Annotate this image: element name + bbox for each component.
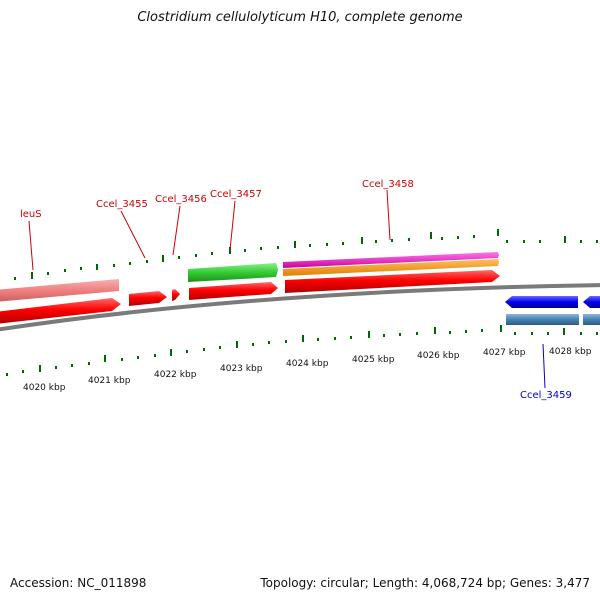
genome-stats-text: Topology: circular; Length: 4,068,724 bp… — [260, 576, 590, 590]
gene-ccel-3457-outer[interactable] — [188, 263, 278, 282]
gene-leuS-outer[interactable] — [0, 279, 119, 302]
kbp-label: 4025 kbp — [352, 355, 395, 365]
kbp-label: 4027 kbp — [483, 348, 526, 358]
gene-label-ccel-3457[interactable]: Ccel_3457 — [210, 189, 262, 200]
kbp-labels: 4020 kbp 4021 kbp 4022 kbp 4023 kbp 4024… — [23, 347, 592, 393]
kbp-label: 4024 kbp — [286, 359, 329, 369]
kbp-label: 4028 kbp — [549, 347, 592, 357]
kbp-label: 4023 kbp — [220, 364, 263, 374]
gene-label-leuS[interactable]: leuS — [20, 209, 42, 220]
gene-ccel-3459-inner[interactable] — [506, 314, 579, 325]
map-title: Clostridium cellulolyticum H10, complete… — [137, 10, 463, 25]
inner-tick-ring — [6, 325, 598, 376]
cds-ccel-3456[interactable] — [172, 289, 180, 301]
gene-labels: leuS Ccel_3455 Ccel_3456 Ccel_3457 Ccel_… — [20, 179, 572, 401]
cds-ccel-3458[interactable] — [285, 270, 500, 293]
gene-next-inner[interactable] — [583, 314, 600, 325]
gene-ccel-3458-outer-2[interactable] — [283, 259, 499, 276]
genome-backbone — [0, 283, 600, 332]
cds-track-reverse — [505, 296, 600, 325]
gene-ccel-3458-outer[interactable] — [283, 252, 499, 268]
kbp-label: 4022 kbp — [154, 370, 197, 380]
kbp-label: 4021 kbp — [88, 376, 131, 386]
gene-label-ccel-3458[interactable]: Ccel_3458 — [362, 179, 414, 190]
cds-ccel-3457[interactable] — [189, 282, 278, 300]
cds-track-forward — [0, 270, 500, 324]
kbp-label: 4020 kbp — [23, 383, 66, 393]
accession-text: Accession: NC_011898 — [10, 576, 147, 590]
gene-track-outer — [0, 252, 499, 302]
outer-tick-ring — [14, 229, 598, 280]
cds-next-reverse[interactable] — [583, 296, 600, 308]
label-leaders — [28, 189, 546, 389]
gene-label-ccel-3456[interactable]: Ccel_3456 — [155, 194, 207, 205]
kbp-label: 4026 kbp — [417, 351, 460, 361]
gene-label-ccel-3459[interactable]: Ccel_3459 — [520, 390, 572, 401]
cds-leuS[interactable] — [0, 298, 121, 324]
cds-ccel-3455[interactable] — [129, 291, 167, 306]
gene-label-ccel-3455[interactable]: Ccel_3455 — [96, 199, 148, 210]
cds-ccel-3459[interactable] — [505, 296, 578, 308]
